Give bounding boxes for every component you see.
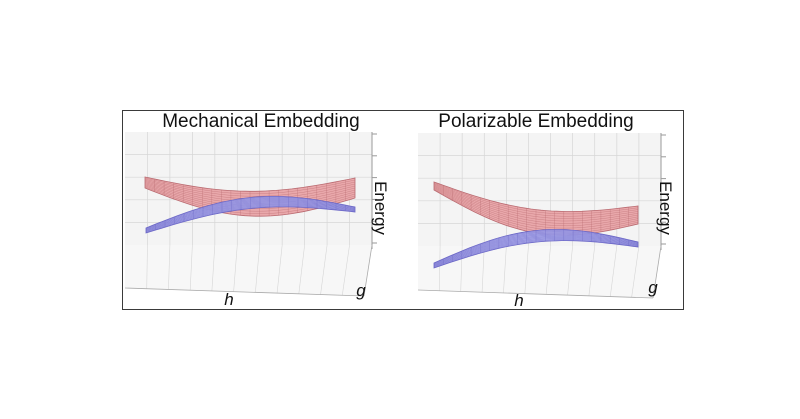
lower-energy-surface	[145, 195, 356, 234]
surface-patch	[433, 229, 639, 269]
gridline	[341, 244, 350, 296]
gridline	[631, 245, 640, 298]
gridline	[320, 244, 328, 295]
gridline	[146, 244, 148, 289]
gridline	[545, 245, 551, 295]
gridline	[211, 244, 216, 291]
h-axis-line	[124, 287, 365, 297]
upper-energy-surface	[433, 181, 639, 236]
gridline	[588, 245, 596, 296]
gridline	[481, 245, 485, 293]
gridline	[524, 245, 529, 294]
y-axis-label: g	[356, 281, 366, 300]
floor-pane	[125, 245, 372, 296]
surface-patch	[433, 181, 639, 236]
panel-title: Polarizable Embedding	[438, 111, 633, 132]
x-axis-label: h	[514, 291, 523, 310]
y-axis-label: g	[648, 278, 658, 297]
floor-pane	[418, 246, 661, 298]
g-axis-line	[363, 244, 373, 297]
gridline	[439, 245, 441, 291]
z-axis-label: Energy	[371, 181, 390, 235]
gridline	[298, 244, 305, 294]
panel-mechanical-embedding: Mechanical Embedding h g Energy	[124, 111, 390, 309]
gridline	[567, 245, 573, 296]
gridline	[255, 244, 261, 293]
gridline	[168, 244, 171, 290]
panel-polarizable-embedding: Polarizable Embedding h g Energy	[417, 111, 675, 310]
z-axis-label: Energy	[656, 181, 675, 235]
x-axis-label: h	[224, 290, 233, 309]
g-axis-line	[652, 245, 662, 299]
gridline	[503, 245, 507, 293]
gridline	[276, 244, 283, 294]
gridline	[189, 244, 193, 291]
gridline	[233, 244, 238, 292]
gridline	[609, 245, 618, 297]
h-axis-line	[417, 289, 654, 299]
lower-energy-surface	[433, 229, 639, 269]
panel-title: Mechanical Embedding	[162, 111, 360, 132]
